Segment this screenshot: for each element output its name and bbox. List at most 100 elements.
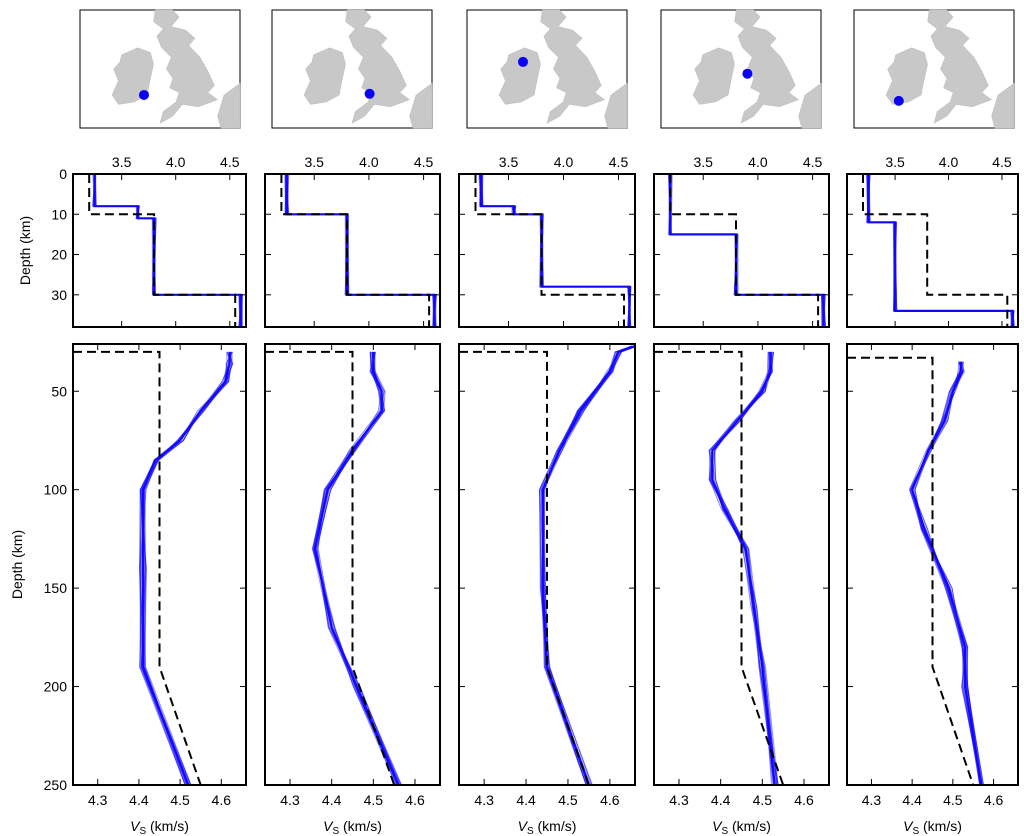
model-ensemble-line [140, 351, 234, 785]
model-ensemble-line [543, 345, 635, 785]
model-ensemble-line [139, 351, 230, 785]
model-ensemble-line [866, 174, 1015, 327]
model-ensemble-line [541, 346, 635, 785]
model-ensemble-line [313, 351, 402, 785]
plot-area [88, 174, 244, 327]
model-ensemble-line [284, 174, 437, 327]
panel-frame [458, 343, 636, 786]
x-tick-label: 4.3 [669, 792, 689, 808]
model-ensemble-line [866, 174, 1013, 327]
model-ensemble-line [667, 174, 824, 327]
plot-area [73, 350, 234, 785]
land-europe [991, 82, 1015, 129]
x-tick-label: 4.0 [166, 154, 186, 170]
x-tick-label: 4.5 [753, 792, 773, 808]
x-tick-label: 4.4 [516, 792, 536, 808]
x-tick-label: 4.4 [129, 792, 149, 808]
reference-line [654, 350, 785, 785]
model-ensemble-line [139, 351, 232, 785]
panel-frame [846, 173, 1019, 328]
station-marker [742, 68, 753, 79]
model-ensemble-line [141, 351, 232, 785]
model-ensemble-line [92, 174, 242, 327]
model-ensemble-line [314, 351, 398, 785]
y-tick-label: 10 [51, 206, 67, 222]
mantle-profile-panel-3: 4.3 4.4 4.5 4.6 [458, 343, 636, 808]
model-ensemble-line [285, 174, 437, 327]
model-ensemble-line [868, 174, 1015, 327]
model-ensemble-line [668, 174, 825, 327]
model-line [711, 351, 776, 785]
panel-frame [653, 343, 830, 786]
model-line [867, 174, 1014, 327]
location-map-3 [466, 9, 628, 129]
model-ensemble-line [317, 351, 397, 785]
model-ensemble-line [285, 174, 437, 327]
location-map-1 [79, 9, 241, 129]
model-line [313, 351, 400, 785]
reference-line [862, 174, 1009, 327]
y-tick-label: 20 [51, 247, 67, 263]
x-tick-label: 4.5 [609, 154, 629, 170]
model-ensemble-line [481, 174, 632, 327]
y-tick-label: 150 [44, 580, 68, 596]
model-ensemble-line [866, 174, 1015, 327]
model-ensemble-line [541, 345, 632, 785]
model-ensemble-line [93, 174, 241, 327]
x-tick-label: 3.5 [693, 154, 713, 170]
land-great-britain [153, 9, 219, 124]
x-tick-label: 4.3 [862, 792, 882, 808]
model-ensemble-line [287, 174, 436, 327]
reference-line [847, 356, 975, 785]
y-tick-label: 100 [44, 482, 68, 498]
model-ensemble-line [538, 346, 635, 785]
x-tick-label: 4.5 [803, 154, 823, 170]
x-tick-label: 4.5 [220, 154, 240, 170]
x-tick-label: 4.4 [711, 792, 731, 808]
model-ensemble-line [542, 345, 633, 785]
panel-frame [72, 343, 247, 786]
crust-profile-panel-2: 3.5 4.0 4.5 [264, 154, 441, 328]
land-europe [798, 82, 822, 129]
land-europe [409, 82, 433, 129]
model-ensemble-line [541, 346, 635, 785]
x-tick-label: 4.5 [992, 154, 1012, 170]
mantle-profile-panel-4: 4.3 4.4 4.5 4.6 [653, 343, 830, 808]
model-ensemble-line [866, 174, 1013, 327]
model-ensemble-line [910, 361, 984, 785]
plot-area [474, 174, 632, 327]
model-ensemble-line [479, 174, 631, 327]
y-tick-label: 200 [44, 679, 68, 695]
land-ireland [885, 47, 928, 105]
x-tick-label: 4.5 [170, 792, 190, 808]
model-ensemble-line [866, 174, 1015, 327]
model-ensemble-line [867, 174, 1012, 327]
model-ensemble-line [284, 174, 436, 327]
model-ensemble-line [93, 174, 243, 327]
model-ensemble-line [316, 351, 398, 785]
model-ensemble-line [668, 174, 823, 327]
x-tick-label: 3.5 [304, 154, 324, 170]
model-ensemble-line [139, 351, 231, 785]
model-ensemble-line [140, 351, 234, 785]
x-tick-label: 4.0 [748, 154, 768, 170]
model-ensemble-line [478, 174, 631, 327]
map-frame [853, 9, 1015, 129]
model-ensemble-line [539, 345, 633, 785]
model-ensemble-line [481, 174, 632, 327]
model-ensemble-line [314, 351, 401, 785]
model-ensemble-line [312, 351, 400, 785]
model-ensemble-line [284, 174, 436, 327]
model-ensemble-line [480, 174, 632, 327]
crust-profile-panel-1: 3.5 4.0 4.5 0 10 20 30 [51, 154, 247, 328]
model-ensemble-line [478, 174, 632, 327]
x-tick-label: 4.6 [984, 792, 1004, 808]
model-ensemble-line [540, 346, 635, 785]
reference-line [459, 350, 590, 785]
model-ensemble-line [481, 174, 631, 327]
model-line [669, 174, 825, 327]
plot-area [280, 174, 437, 327]
panel-frame [653, 173, 830, 328]
model-ensemble-line [94, 174, 243, 327]
